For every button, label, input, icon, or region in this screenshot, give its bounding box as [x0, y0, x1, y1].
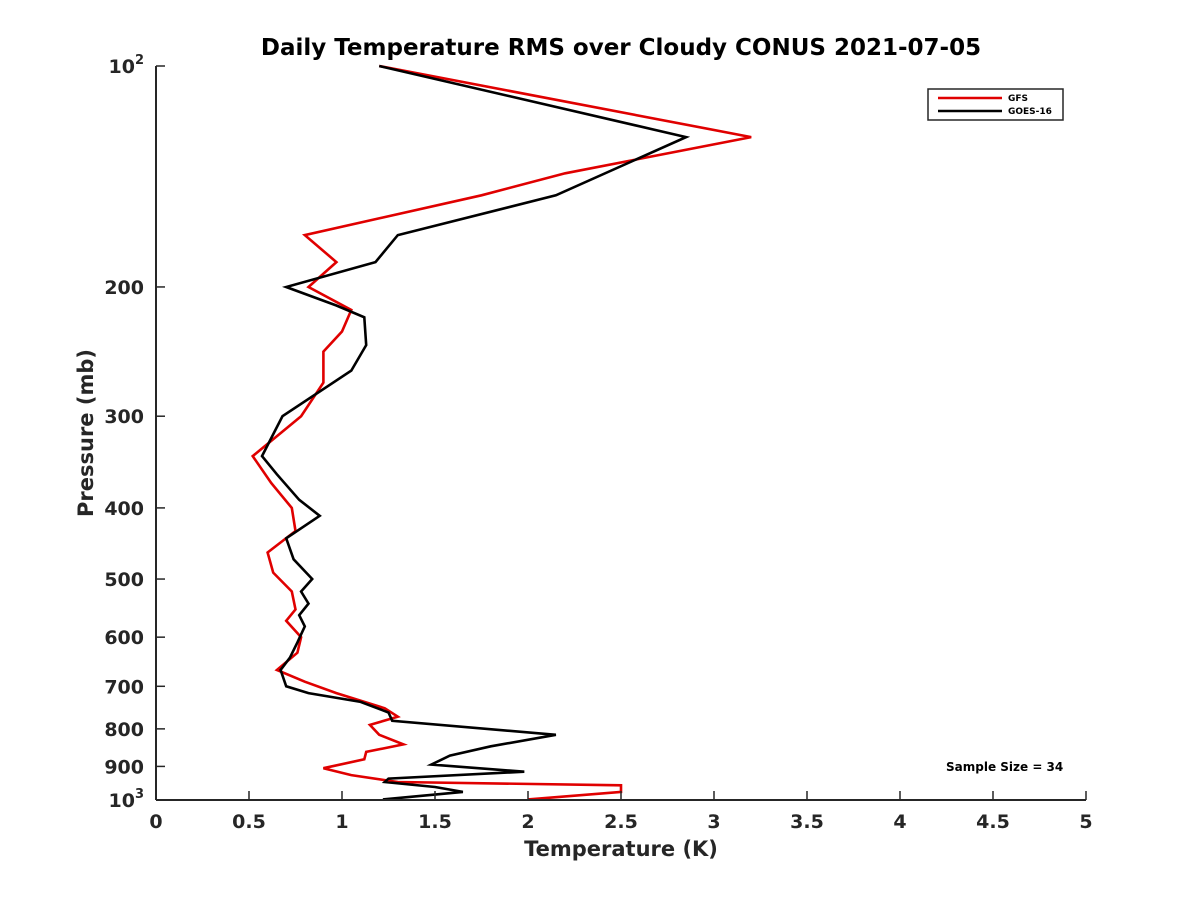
y-tick-label: 600 — [104, 627, 144, 649]
y-tick-label-base: 900 — [104, 756, 144, 778]
y-tick-label-base: 400 — [104, 498, 144, 520]
x-tick-label: 2.5 — [604, 811, 638, 833]
x-tick-label: 2 — [521, 811, 534, 833]
sample-size-annotation: Sample Size = 34 — [946, 760, 1063, 774]
x-tick-label: 3.5 — [790, 811, 824, 833]
y-tick-label-exponent: 3 — [135, 787, 144, 802]
y-tick-label-base: 10 — [109, 790, 135, 812]
y-tick-label: 400 — [104, 498, 144, 520]
y-tick-label-base: 300 — [104, 406, 144, 428]
legend-box — [927, 88, 1064, 121]
series-layer — [250, 64, 752, 801]
chart-title: Daily Temperature RMS over Cloudy CONUS … — [261, 35, 981, 61]
legend-label-gfs: GFS — [1008, 94, 1028, 104]
x-tick-label: 0.5 — [232, 811, 266, 833]
y-axis-label: Pressure (mb) — [74, 349, 98, 517]
y-tick-label-base: 10 — [109, 56, 135, 78]
x-tick-label: 1.5 — [418, 811, 452, 833]
y-tick-label: 300 — [104, 406, 144, 428]
y-tick-label: 200 — [104, 277, 144, 299]
y-tick-label: 500 — [104, 569, 144, 591]
x-tick-label: 4.5 — [976, 811, 1010, 833]
x-axis-label: Temperature (K) — [524, 837, 718, 861]
x-tick-label: 1 — [335, 811, 348, 833]
y-tick-label: 102 — [109, 53, 145, 78]
y-tick-label: 103 — [109, 787, 145, 812]
y-tick-label-exponent: 2 — [135, 53, 144, 68]
x-tick-label: 3 — [707, 811, 720, 833]
legend: GFS GOES-16 — [927, 88, 1064, 121]
y-tick-label-base: 500 — [104, 569, 144, 591]
x-tick-label: 4 — [893, 811, 906, 833]
series-line-gfs — [250, 64, 752, 801]
y-tick-label: 800 — [104, 719, 144, 741]
y-tick-label-base: 700 — [104, 676, 144, 698]
x-tick-label: 0 — [149, 811, 162, 833]
y-tick-label-base: 800 — [104, 719, 144, 741]
x-ticks: 0 0.5 1 1.5 2 2.5 3 3.5 4 4.5 5 — [149, 791, 1093, 833]
y-tick-label-base: 200 — [104, 277, 144, 299]
x-tick-label: 5 — [1079, 811, 1092, 833]
y-tick-label-base: 600 — [104, 627, 144, 649]
series-line-goes16 — [260, 64, 691, 801]
legend-label-goes16: GOES-16 — [1008, 107, 1052, 117]
y-tick-label: 900 — [104, 756, 144, 778]
y-tick-label: 700 — [104, 676, 144, 698]
